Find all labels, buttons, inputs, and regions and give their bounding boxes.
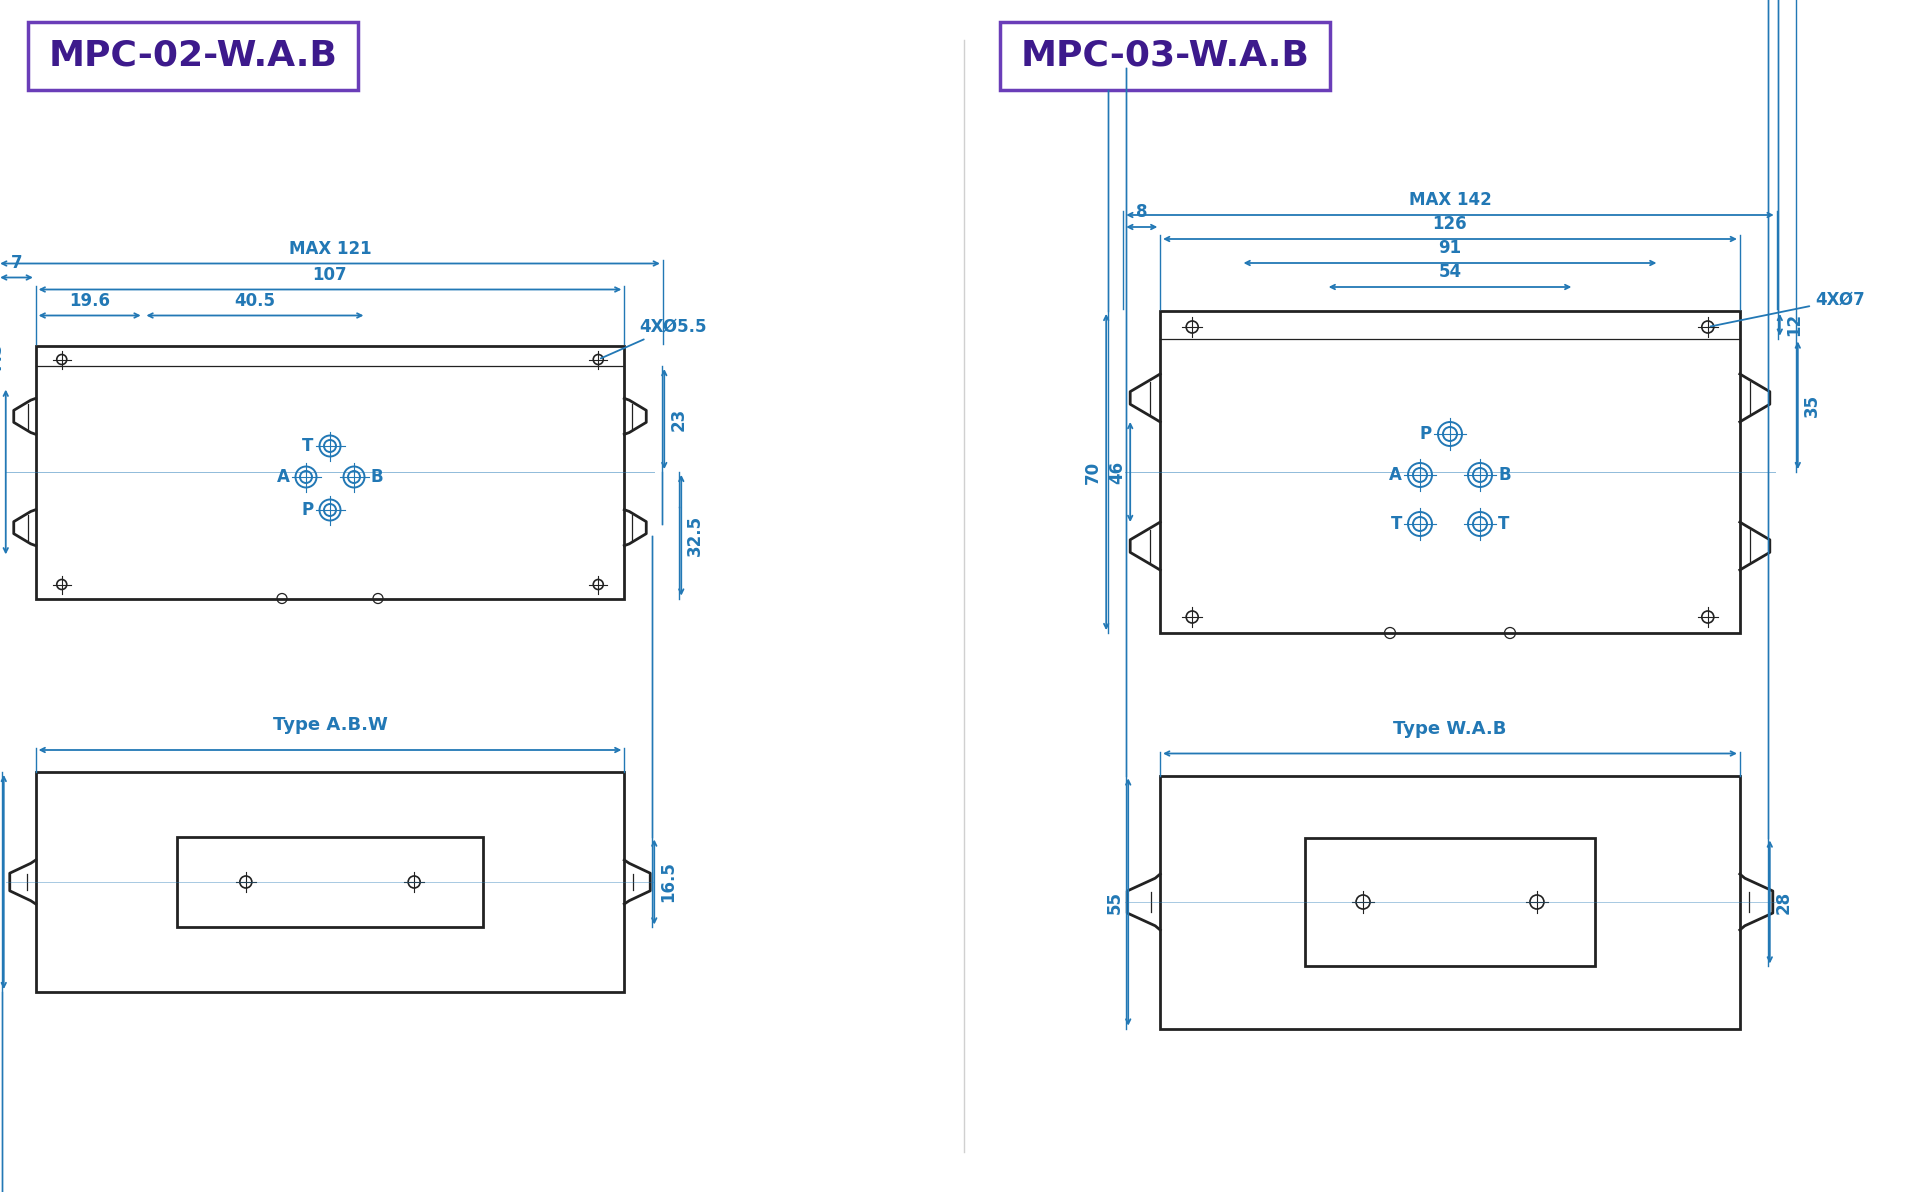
Bar bbox=[1305, 838, 1594, 967]
Text: 54: 54 bbox=[1438, 263, 1461, 281]
Text: 28: 28 bbox=[1776, 890, 1793, 913]
Text: 46: 46 bbox=[1109, 460, 1126, 484]
Text: P: P bbox=[301, 501, 314, 519]
Text: T: T bbox=[1498, 515, 1510, 533]
Text: A: A bbox=[1390, 466, 1402, 484]
Text: A: A bbox=[276, 468, 289, 486]
Text: 40.5: 40.5 bbox=[235, 292, 276, 310]
Text: 7: 7 bbox=[12, 254, 23, 272]
Text: 107: 107 bbox=[312, 266, 347, 284]
Text: 4XØ5.5: 4XØ5.5 bbox=[602, 317, 708, 359]
Text: Type W.A.B: Type W.A.B bbox=[1394, 720, 1506, 738]
Text: P: P bbox=[1419, 426, 1433, 443]
Bar bbox=[37, 346, 625, 598]
FancyBboxPatch shape bbox=[29, 21, 359, 91]
Text: 55: 55 bbox=[1107, 890, 1124, 913]
Text: 32.5: 32.5 bbox=[686, 515, 704, 555]
Text: 7.5: 7.5 bbox=[0, 341, 4, 371]
Text: 126: 126 bbox=[1433, 215, 1467, 232]
Bar bbox=[1161, 776, 1739, 1029]
Text: MPC-03-W.A.B: MPC-03-W.A.B bbox=[1020, 39, 1309, 73]
Text: Type A.B.W: Type A.B.W bbox=[272, 716, 388, 734]
Text: 8: 8 bbox=[1136, 203, 1147, 221]
Text: B: B bbox=[370, 468, 384, 486]
Text: 35: 35 bbox=[1803, 393, 1820, 417]
FancyBboxPatch shape bbox=[1001, 21, 1330, 91]
Text: T: T bbox=[1390, 515, 1402, 533]
Text: 16.5: 16.5 bbox=[659, 862, 677, 902]
Text: 19.6: 19.6 bbox=[69, 292, 110, 310]
Text: 12: 12 bbox=[1785, 313, 1803, 336]
Text: MAX 121: MAX 121 bbox=[289, 240, 372, 257]
Text: 23: 23 bbox=[669, 408, 686, 430]
Bar bbox=[177, 837, 484, 927]
Text: B: B bbox=[1498, 466, 1512, 484]
Bar bbox=[37, 772, 625, 992]
Text: T: T bbox=[303, 437, 314, 455]
Text: 4XØ7: 4XØ7 bbox=[1710, 291, 1864, 327]
Bar bbox=[1161, 311, 1739, 633]
Text: MAX 142: MAX 142 bbox=[1409, 191, 1492, 209]
Text: MPC-02-W.A.B: MPC-02-W.A.B bbox=[48, 39, 337, 73]
Text: 91: 91 bbox=[1438, 240, 1461, 257]
Text: 70: 70 bbox=[1084, 460, 1103, 484]
